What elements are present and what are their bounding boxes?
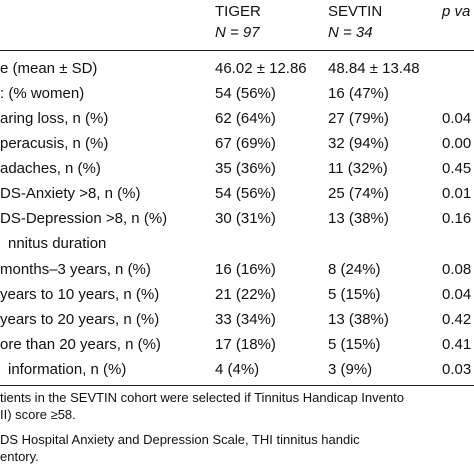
cell-pvalue: 0.04 — [442, 110, 472, 127]
row-label: aring loss, n (%) — [0, 110, 109, 127]
cell-pvalue: 0.08 — [442, 261, 472, 278]
col-header-tiger-n: N = 97 — [215, 24, 260, 41]
cell-sevtin: 25 (74%) — [328, 185, 389, 202]
header-rule — [0, 50, 474, 51]
cell-tiger: 62 (64%) — [215, 110, 276, 127]
cell-sevtin: 11 (32%) — [328, 160, 388, 177]
row-label: nnitus duration — [8, 235, 107, 252]
cell-pvalue: 0.03 — [442, 361, 472, 378]
cell-tiger: 4 (4%) — [215, 361, 260, 378]
footnote-line: entory. — [0, 449, 39, 464]
cell-sevtin: 48.84 ± 13.48 — [328, 60, 420, 77]
cell-pvalue: 0.01 — [442, 185, 472, 202]
cell-tiger: 46.02 ± 12.86 — [215, 60, 307, 77]
cell-sevtin: 16 (47%) — [328, 85, 389, 102]
cell-sevtin: 3 (9%) — [328, 361, 373, 378]
col-header-sevtin-n: N = 34 — [328, 24, 373, 41]
footnote-line: II) score ≥58. — [0, 407, 76, 422]
cell-tiger: 67 (69%) — [215, 135, 276, 152]
cell-sevtin: 8 (24%) — [328, 261, 381, 278]
cell-pvalue: 0.45 — [442, 160, 472, 177]
cell-tiger: 30 (31%) — [215, 210, 276, 227]
cell-tiger: 54 (56%) — [215, 185, 276, 202]
row-label: : (% women) — [0, 85, 85, 102]
cell-sevtin: 13 (38%) — [328, 311, 389, 328]
row-label: ore than 20 years, n (%) — [0, 336, 161, 353]
cell-tiger: 35 (36%) — [215, 160, 276, 177]
cell-sevtin: 13 (38%) — [328, 210, 389, 227]
cell-pvalue: 0.16 — [442, 210, 472, 227]
table-bottom-rule — [0, 385, 474, 386]
cell-tiger: 21 (22%) — [215, 286, 276, 303]
row-label: information, n (%) — [8, 361, 127, 378]
row-label: months–3 years, n (%) — [0, 261, 151, 278]
cell-tiger: 54 (56%) — [215, 85, 276, 102]
col-header-tiger: TIGER — [215, 3, 261, 20]
row-label: years to 10 years, n (%) — [0, 286, 160, 303]
cell-sevtin: 27 (79%) — [328, 110, 389, 127]
row-label: DS-Depression >8, n (%) — [0, 210, 168, 227]
row-label: years to 20 years, n (%) — [0, 311, 160, 328]
row-label: e (mean ± SD) — [0, 60, 98, 77]
footnote-line: tients in the SEVTIN cohort were selecte… — [0, 390, 404, 405]
cell-pvalue: 0.00 — [442, 135, 472, 152]
col-header-sevtin: SEVTIN — [328, 3, 383, 20]
cell-pvalue: 0.04 — [442, 286, 472, 303]
cell-tiger: 33 (34%) — [215, 311, 276, 328]
cell-sevtin: 5 (15%) — [328, 336, 381, 353]
row-label: peracusis, n (%) — [0, 135, 109, 152]
cell-pvalue: 0.42 — [442, 311, 472, 328]
cell-sevtin: 32 (94%) — [328, 135, 389, 152]
cell-sevtin: 5 (15%) — [328, 286, 381, 303]
footnote-line: DS Hospital Anxiety and Depression Scale… — [0, 432, 360, 447]
row-label: DS-Anxiety >8, n (%) — [0, 185, 141, 202]
cell-tiger: 17 (18%) — [215, 336, 276, 353]
cell-pvalue: 0.41 — [442, 336, 472, 353]
cell-tiger: 16 (16%) — [215, 261, 276, 278]
col-header-pvalue: p va — [442, 3, 471, 20]
row-label: adaches, n (%) — [0, 160, 101, 177]
